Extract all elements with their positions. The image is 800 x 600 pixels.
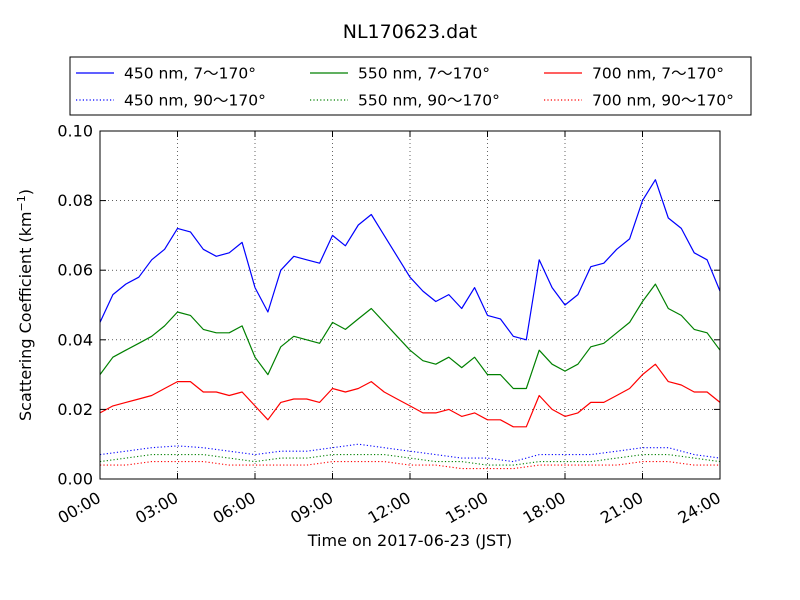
legend-label: 550 nm, 7～170° (358, 65, 490, 83)
chart-title: NL170623.dat (343, 21, 478, 43)
legend-box (69, 56, 752, 116)
series-line (99, 283, 721, 390)
y-tick-label: 0.10 (57, 122, 93, 141)
axes-frame (99, 130, 721, 480)
legend-label: 700 nm, 90～170° (592, 92, 734, 110)
y-tick-label: 0.02 (57, 400, 93, 419)
y-axis-title-exponent: −1 (15, 195, 28, 211)
y-tick-label: 0.06 (57, 261, 93, 280)
series-line (99, 179, 721, 341)
legend-label: 550 nm, 90～170° (358, 92, 500, 110)
series-line (99, 363, 721, 428)
series-line (99, 443, 721, 463)
x-axis-title: Time on 2017-06-23 (JST) (307, 531, 512, 550)
legend: 450 nm, 7～170° 550 nm, 7～170° 700 nm, 7～17… (69, 56, 752, 116)
y-axis-title-close: ) (16, 189, 35, 195)
y-tick-label: 0.04 (57, 330, 93, 349)
y-axis-title-main: Scattering Coefficient (km (16, 211, 35, 421)
y-tick-label: 0.08 (57, 191, 93, 210)
legend-label: 450 nm, 7～170° (124, 65, 256, 83)
y-tick-label: 0.00 (57, 470, 93, 489)
legend-label: 450 nm, 90～170° (124, 92, 266, 110)
y-axis-title: Scattering Coefficient (km−1) (15, 189, 36, 421)
legend-label: 700 nm, 7～170° (592, 65, 724, 83)
